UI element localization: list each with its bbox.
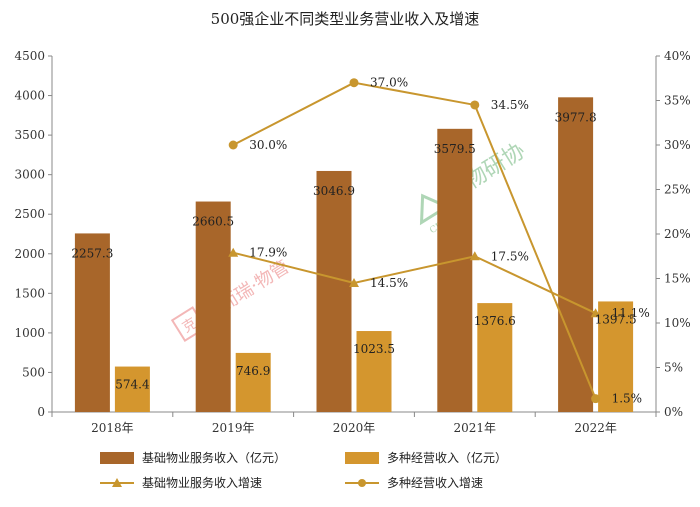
legend-swatch xyxy=(100,452,134,464)
marker-diversified-growth xyxy=(591,394,601,404)
right-tick-label: 15% xyxy=(664,272,691,286)
right-tick-label: 5% xyxy=(664,361,683,375)
x-tick-label: 2022年 xyxy=(574,421,617,435)
bars xyxy=(74,97,634,412)
legend-label: 多种经营收入（亿元） xyxy=(387,450,507,465)
legend-item: 多种经营收入增速 xyxy=(345,476,483,490)
x-tick-label: 2020年 xyxy=(333,421,376,435)
marker-basic-growth xyxy=(228,247,239,257)
growth-lines xyxy=(228,78,601,404)
marker-diversified-growth xyxy=(228,140,238,150)
label-basic-service: 2660.5 xyxy=(192,215,234,229)
line-basic-growth xyxy=(232,251,597,315)
label-diversified: 574.4 xyxy=(115,378,150,392)
legend-label: 基础物业服务收入增速 xyxy=(142,475,262,490)
bar-diversified xyxy=(356,331,392,412)
left-tick-label: 1500 xyxy=(14,286,45,300)
marker-basic-growth xyxy=(349,277,359,287)
right-tick-label: 20% xyxy=(664,227,691,241)
label-diversified-growth: 34.5% xyxy=(491,98,529,112)
bar-basic-service xyxy=(437,128,473,412)
bar-basic-service xyxy=(74,233,110,412)
left-tick-label: 4000 xyxy=(14,89,45,103)
bar-basic-service xyxy=(316,170,352,412)
label-basic-growth: 14.5% xyxy=(370,276,408,290)
left-tick-label: 1000 xyxy=(14,326,45,340)
bar-diversified xyxy=(598,301,634,412)
legend-marker xyxy=(112,478,122,487)
right-tick-label: 10% xyxy=(664,316,691,330)
label-basic-service: 3046.9 xyxy=(313,184,355,198)
legend-label: 基础物业服务收入（亿元） xyxy=(142,450,286,465)
left-tick-label: 3000 xyxy=(14,168,45,182)
legend-item: 基础物业服务收入（亿元） xyxy=(100,450,286,465)
left-tick-label: 0 xyxy=(37,405,45,419)
label-basic-growth: 17.5% xyxy=(491,249,529,263)
legend-swatch xyxy=(345,452,379,464)
x-tick-label: 2019年 xyxy=(212,421,255,435)
legend-marker xyxy=(358,479,366,487)
legend: 基础物业服务收入（亿元） 多种经营收入（亿元） 基础物业服务收入增速 多种经营收入增速 xyxy=(100,450,507,490)
label-basic-service: 3977.8 xyxy=(555,110,597,124)
marker-basic-growth xyxy=(590,308,601,318)
marker-diversified-growth xyxy=(349,78,359,88)
legend-label: 多种经营收入增速 xyxy=(387,476,483,490)
x-tick-label: 2021年 xyxy=(454,421,497,435)
right-tick-label: 40% xyxy=(664,49,691,63)
right-tick-label: 35% xyxy=(664,94,691,108)
left-tick-label: 4500 xyxy=(14,49,45,63)
label-diversified-growth: 37.0% xyxy=(370,76,408,90)
bar-basic-service xyxy=(195,201,231,412)
left-tick-label: 2500 xyxy=(14,207,45,221)
label-diversified: 1397.5 xyxy=(595,312,637,326)
left-tick-label: 2000 xyxy=(14,247,45,261)
label-basic-service: 3579.5 xyxy=(434,142,476,156)
left-tick-label: 500 xyxy=(22,365,45,379)
label-diversified: 746.9 xyxy=(236,364,270,378)
chart-title: 500强企业不同类型业务营业收入及增速 xyxy=(211,10,480,28)
watermark-kerui: 克 克而瑞·物管 xyxy=(170,257,293,343)
bar-diversified xyxy=(235,352,271,412)
x-tick-label: 2018年 xyxy=(91,421,134,435)
bar-diversified xyxy=(477,303,513,412)
right-tick-label: 0% xyxy=(664,405,683,419)
bar-diversified xyxy=(114,366,150,412)
marker-diversified-growth xyxy=(470,100,480,110)
label-diversified: 1376.6 xyxy=(474,314,516,328)
right-tick-label: 25% xyxy=(664,183,691,197)
legend-item: 基础物业服务收入增速 xyxy=(100,475,262,490)
label-basic-growth: 11.1% xyxy=(612,306,650,320)
data-labels: 2257.3 574.4 2660.5 746.9 3046.9 1023.5 3579.5… xyxy=(71,76,649,406)
legend-item: 多种经营收入（亿元） xyxy=(345,450,507,465)
label-basic-service: 2257.3 xyxy=(71,246,113,260)
axes: 0 500 1000 1500 2000 2500 3000 3500 4000 4500 0% 5%… xyxy=(14,49,690,435)
left-tick-label: 3500 xyxy=(14,128,45,142)
line-diversified-growth xyxy=(232,81,597,400)
bar-basic-service xyxy=(558,97,594,412)
label-diversified: 1023.5 xyxy=(353,342,395,356)
label-diversified-growth: 30.0% xyxy=(249,138,287,152)
marker-basic-growth xyxy=(469,251,480,261)
label-basic-growth: 17.9% xyxy=(249,246,287,260)
right-tick-label: 30% xyxy=(664,138,691,152)
label-diversified-growth: 1.5% xyxy=(612,392,643,406)
